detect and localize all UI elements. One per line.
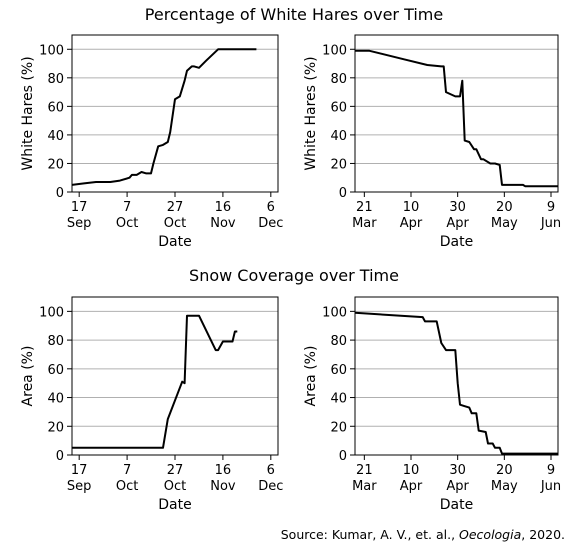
y-tick-label: 60 <box>330 100 347 115</box>
x-tick-label-month: Sep <box>67 479 92 494</box>
y-axis-label: White Hares (%) <box>20 56 36 170</box>
x-tick-label-month: Jun <box>540 216 561 231</box>
x-tick-label-month: May <box>491 216 518 231</box>
y-axis-label: Area (%) <box>20 346 36 407</box>
y-tick-label: 80 <box>330 72 347 87</box>
y-tick-label: 100 <box>322 305 347 320</box>
x-tick-label-month: Sep <box>67 216 92 231</box>
source-suffix: , 2020. <box>521 527 565 542</box>
x-tick-label-month: Apr <box>400 216 423 231</box>
bottom-title: Snow Coverage over Time <box>189 266 399 285</box>
x-axis-label: Date <box>440 497 473 513</box>
x-tick-label-day: 21 <box>356 463 373 478</box>
y-tick-label: 60 <box>47 100 64 115</box>
x-tick-label-day: 7 <box>123 200 131 215</box>
x-tick-label-month: Apr <box>446 479 469 494</box>
y-tick-label: 40 <box>47 129 64 144</box>
source-journal: Oecologia <box>459 527 522 542</box>
x-axis-label: Date <box>158 497 191 513</box>
y-tick-label: 100 <box>39 43 64 58</box>
chart-hares-spring: 02040608010021Mar10Apr30Apr20May9JunDate… <box>303 34 561 250</box>
y-tick-label: 0 <box>339 449 347 464</box>
y-tick-label: 40 <box>330 129 347 144</box>
x-tick-label-day: 9 <box>547 463 555 478</box>
y-tick-label: 80 <box>47 334 64 349</box>
x-tick-label-month: Oct <box>116 216 138 231</box>
x-tick-label-day: 16 <box>215 463 232 478</box>
x-tick-label-day: 17 <box>71 463 88 478</box>
chart-snow-spring: 02040608010021Mar10Apr30Apr20May9JunDate… <box>303 296 561 513</box>
series-line <box>71 48 257 186</box>
x-tick-label-day: 27 <box>167 200 184 215</box>
x-tick-label-month: Jun <box>540 479 561 494</box>
y-tick-label: 80 <box>330 334 347 349</box>
axes-frame <box>71 296 279 456</box>
y-tick-label: 20 <box>330 157 347 172</box>
y-tick-label: 20 <box>47 157 64 172</box>
top-title: Percentage of White Hares over Time <box>145 5 443 24</box>
source-note: Source: Kumar, A. V., et. al., Oecologia… <box>281 527 565 542</box>
y-tick-label: 40 <box>47 392 64 407</box>
chart-snow-fall: 02040608010017Sep7Oct27Oct16Nov6DecDateA… <box>20 296 283 513</box>
x-tick-label-day: 20 <box>496 463 513 478</box>
y-axis-label: Area (%) <box>303 346 319 407</box>
x-tick-label-month: Oct <box>164 216 186 231</box>
x-tick-label-day: 10 <box>403 200 420 215</box>
x-tick-label-month: Oct <box>116 479 138 494</box>
x-tick-label-day: 10 <box>403 463 420 478</box>
x-tick-label-month: Apr <box>400 479 423 494</box>
y-tick-label: 0 <box>56 186 64 201</box>
x-tick-label-month: Nov <box>210 216 236 231</box>
chart-panels: 02040608010017Sep7Oct27Oct16Nov6DecDateW… <box>20 34 561 513</box>
x-axis-label: Date <box>158 234 191 250</box>
x-tick-label-day: 16 <box>215 200 232 215</box>
y-tick-label: 80 <box>47 72 64 87</box>
x-tick-label-day: 17 <box>71 200 88 215</box>
y-tick-label: 100 <box>322 43 347 58</box>
series-line <box>354 311 558 455</box>
source-prefix: Source: Kumar, A. V., et. al., <box>280 527 460 542</box>
y-axis-label: White Hares (%) <box>303 56 319 170</box>
axes-frame <box>71 34 279 193</box>
x-tick-label-day: 6 <box>267 200 275 215</box>
y-tick-label: 60 <box>47 363 64 378</box>
y-tick-label: 60 <box>330 363 347 378</box>
x-tick-label-day: 20 <box>496 200 513 215</box>
x-tick-label-day: 9 <box>547 200 555 215</box>
x-tick-label-day: 30 <box>449 200 466 215</box>
y-tick-label: 20 <box>47 420 64 435</box>
y-tick-label: 40 <box>330 392 347 407</box>
x-tick-label-month: Mar <box>352 216 377 231</box>
x-tick-label-month: Apr <box>446 216 469 231</box>
x-tick-label-month: Dec <box>258 216 283 231</box>
x-tick-label-month: Mar <box>352 479 377 494</box>
y-tick-label: 20 <box>330 420 347 435</box>
y-tick-label: 100 <box>39 305 64 320</box>
x-tick-label-day: 6 <box>267 463 275 478</box>
series-line <box>72 314 238 449</box>
x-tick-label-day: 27 <box>167 463 184 478</box>
axes-frame <box>354 34 559 193</box>
x-tick-label-month: Oct <box>164 479 186 494</box>
x-tick-label-day: 30 <box>449 463 466 478</box>
x-axis-label: Date <box>440 234 473 250</box>
axes-frame <box>354 296 559 456</box>
chart-hares-fall: 02040608010017Sep7Oct27Oct16Nov6DecDateW… <box>20 34 283 250</box>
x-tick-label-month: Nov <box>210 479 236 494</box>
x-tick-label-day: 21 <box>356 200 373 215</box>
series-line <box>355 49 558 188</box>
x-tick-label-day: 7 <box>123 463 131 478</box>
x-tick-label-month: May <box>491 479 518 494</box>
y-tick-label: 0 <box>339 186 347 201</box>
x-tick-label-month: Dec <box>258 479 283 494</box>
y-tick-label: 0 <box>56 449 64 464</box>
